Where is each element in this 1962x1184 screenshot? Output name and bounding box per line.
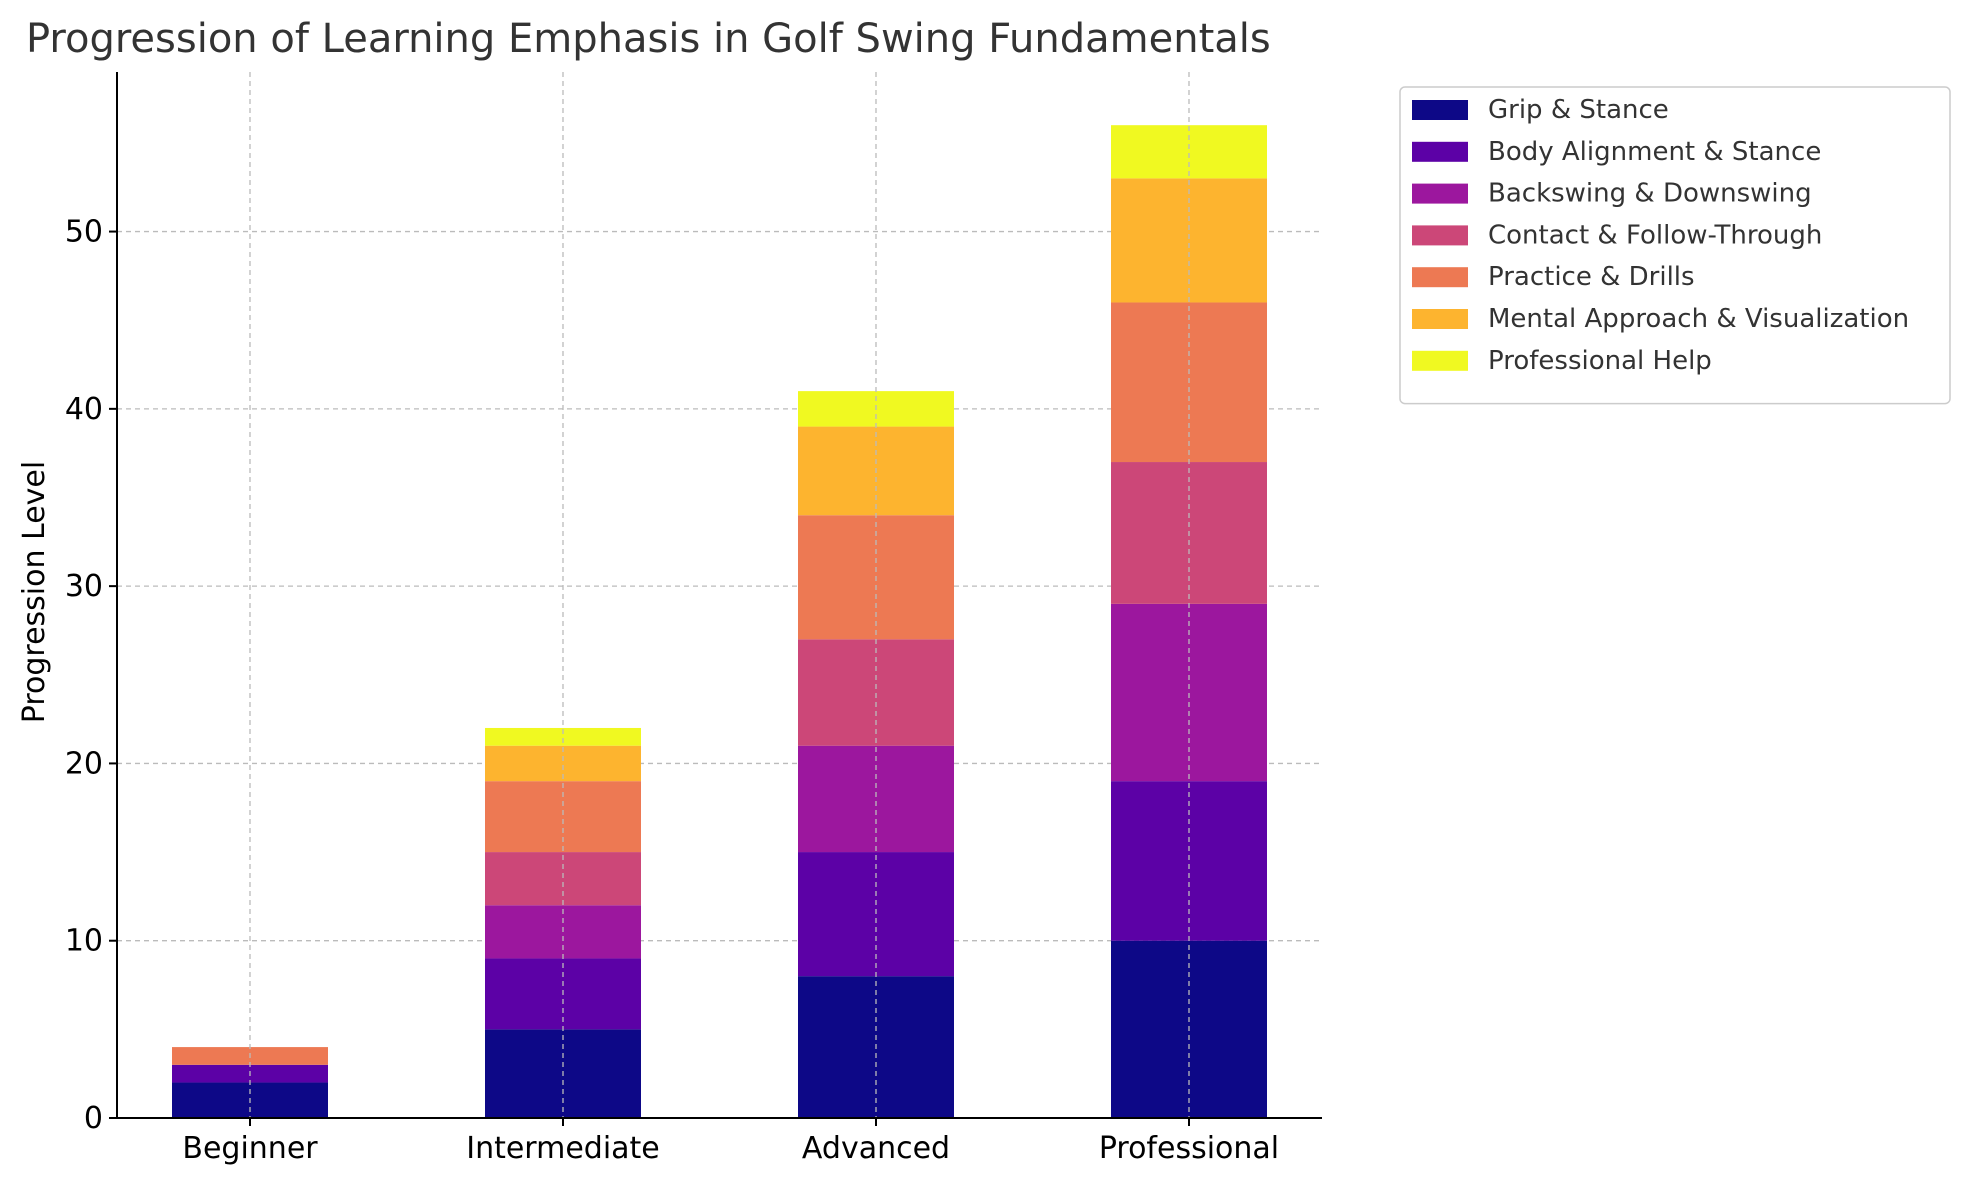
legend-label: Body Alignment & Stance [1488, 137, 1821, 167]
x-tick-label: Advanced [802, 1131, 950, 1166]
legend: Grip & Stance Body Alignment & Stance Back… [1399, 86, 1951, 405]
y-tick-label: 30 [65, 569, 103, 604]
axes: 0 10 20 30 40 50 Beginner Intermediate Advanced P… [65, 72, 1322, 1166]
legend-swatch [1412, 350, 1468, 371]
y-tick-label: 10 [65, 924, 103, 959]
legend-label: Professional Help [1488, 346, 1712, 376]
legend-frame [1399, 86, 1951, 405]
y-axis-label: Progression Level [17, 461, 52, 723]
chart-title: Progression of Learning Emphasis in Golf… [26, 16, 1271, 62]
x-tick-label: Beginner [182, 1131, 318, 1166]
bar-segment [798, 745, 954, 853]
x-tick-label: Intermediate [466, 1131, 660, 1166]
legend-label: Contact & Follow-Through [1488, 220, 1822, 250]
legend-label: Backswing & Downswing [1488, 179, 1812, 209]
legend-label: Practice & Drills [1488, 262, 1695, 292]
legend-swatch [1412, 141, 1468, 162]
legend-swatch [1412, 309, 1468, 329]
legend-swatch [1412, 267, 1468, 288]
grid-lines [117, 230, 1322, 942]
legend-swatch [1412, 225, 1468, 246]
y-tick-label: 0 [84, 1101, 103, 1136]
bar-segment [1111, 781, 1267, 941]
legend-swatch [1412, 100, 1468, 120]
bar-segment [485, 852, 641, 906]
legend-label: Mental Approach & Visualization [1488, 304, 1909, 334]
bar-stacks [172, 125, 1267, 1118]
y-tick-label: 20 [65, 746, 103, 781]
legend-label: Grip & Stance [1488, 95, 1669, 125]
y-tick-label: 50 [65, 215, 103, 250]
legend-swatch [1412, 183, 1468, 204]
y-tick-label: 40 [65, 392, 103, 427]
bar-segment [485, 727, 641, 746]
x-tick-label: Professional [1099, 1131, 1279, 1166]
bar-segment [1111, 125, 1267, 179]
